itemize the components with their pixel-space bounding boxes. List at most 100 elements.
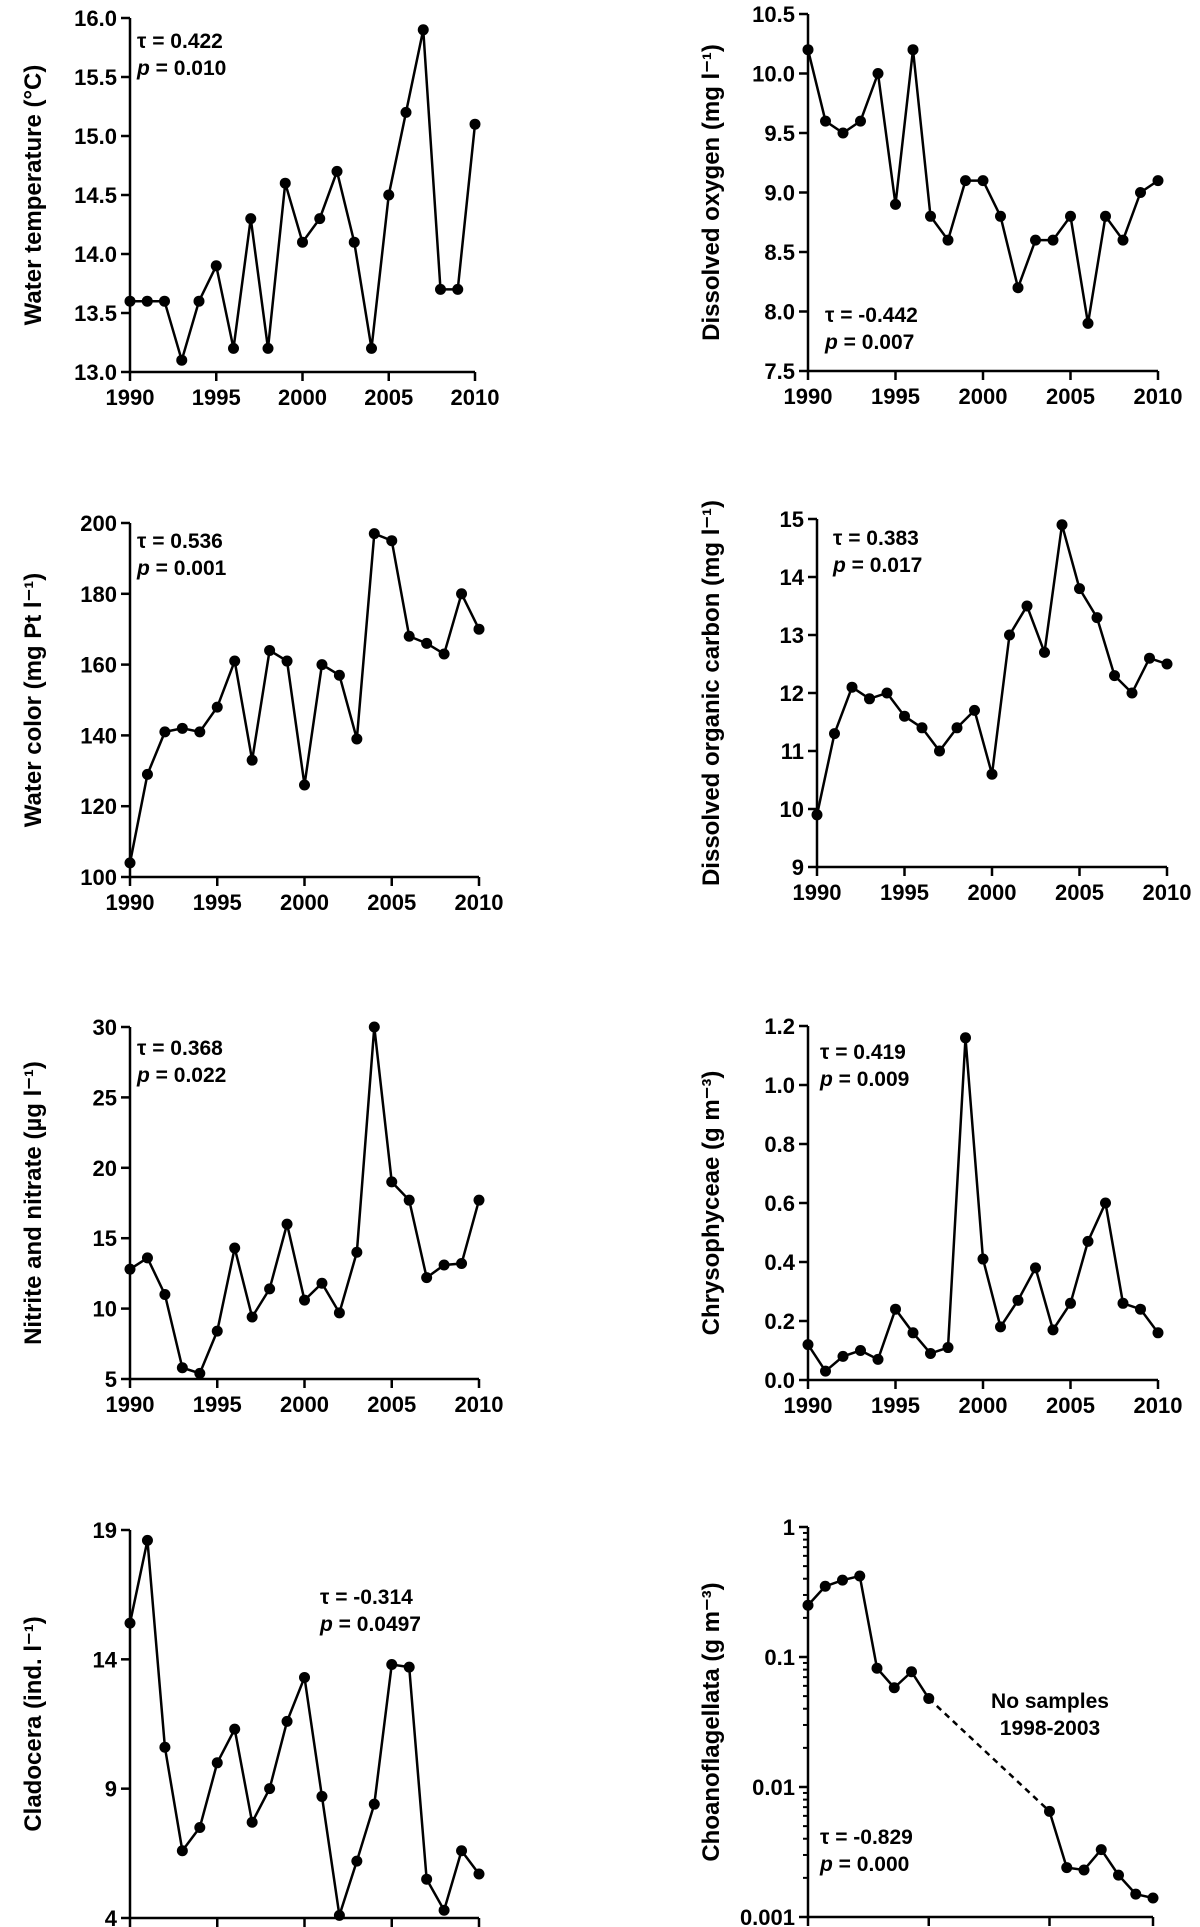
data-point — [1030, 234, 1041, 246]
data-point — [141, 1534, 153, 1546]
x-tick-label: 2005 — [1046, 384, 1095, 409]
data-point — [1056, 519, 1068, 531]
y-tick-label: 12 — [780, 681, 804, 706]
y-tick-label: 0.01 — [752, 1775, 795, 1800]
data-point — [438, 648, 450, 660]
data-point — [333, 669, 345, 681]
data-point — [159, 1741, 171, 1753]
data-point — [366, 342, 377, 354]
chart-panel-7: 49141919901995200020052010Cladocera (ind… — [20, 1518, 485, 1927]
y-tick-label: 4 — [105, 1906, 118, 1927]
p-stat: p = 0.009 — [819, 1068, 909, 1091]
data-point — [802, 1339, 814, 1351]
data-point — [1012, 1294, 1024, 1306]
data-point — [977, 175, 989, 187]
x-tick-label: 2000 — [959, 384, 1008, 409]
data-point — [299, 1294, 310, 1306]
y-tick-label: 13.5 — [74, 301, 117, 326]
x-tick-label: 1990 — [784, 384, 833, 409]
y-axis-title: Cladocera (ind. l⁻¹) — [20, 1616, 47, 1831]
data-point — [281, 1715, 293, 1727]
data-point — [1100, 1197, 1111, 1209]
data-point — [1152, 1327, 1164, 1339]
data-point — [176, 1362, 188, 1374]
y-tick-label: 100 — [80, 865, 117, 890]
x-tick-label: 2005 — [367, 1392, 416, 1417]
data-point — [811, 809, 823, 821]
data-point — [421, 1272, 433, 1284]
data-point — [820, 115, 831, 127]
data-point — [176, 354, 188, 366]
data-point — [193, 295, 205, 307]
gap-dashed-line — [927, 1697, 1051, 1813]
data-point — [1117, 1297, 1129, 1309]
data-point — [264, 1783, 276, 1795]
data-point — [925, 1347, 936, 1359]
data-point — [1012, 282, 1024, 294]
data-point — [229, 655, 241, 667]
x-tick-label: 2010 — [455, 890, 504, 915]
y-tick-label: 0.8 — [764, 1132, 795, 1157]
chart-panel-3: 100 120 140 160 180 200 1990 1995 2000 2005 2010 Wa… — [20, 511, 504, 915]
data-point — [888, 1682, 900, 1694]
p-stat: p = 0.001 — [136, 557, 227, 580]
p-value: = 0.022 — [150, 1064, 226, 1087]
data-point — [960, 175, 971, 187]
data-point — [386, 535, 398, 547]
y-tick-label: 9 — [792, 855, 804, 880]
data-point — [386, 1176, 398, 1188]
data-point — [403, 1661, 415, 1673]
tau-stat: τ = -0.442 — [825, 304, 918, 327]
data-point — [1065, 210, 1076, 222]
y-tick-label: 8.0 — [764, 300, 795, 325]
y-tick-label: 0.1 — [764, 1645, 795, 1670]
data-point — [456, 1258, 468, 1270]
x-tick-label: 2000 — [968, 880, 1017, 905]
data-point — [211, 1325, 223, 1337]
y-tick-label: 16.0 — [74, 6, 117, 31]
y-tick-label: 140 — [80, 723, 117, 748]
tau-stat: τ = 0.419 — [820, 1041, 906, 1064]
data-point — [417, 24, 429, 36]
p-symbol: p — [819, 1068, 833, 1091]
data-point — [890, 1303, 901, 1315]
data-point — [124, 1617, 136, 1629]
x-tick-label: 1995 — [871, 1393, 920, 1418]
p-symbol: p — [824, 331, 838, 354]
y-tick-label: 5 — [105, 1367, 117, 1392]
p-symbol: p — [136, 57, 150, 80]
data-point — [872, 1353, 884, 1365]
y-tick-label: 8.5 — [764, 240, 795, 265]
y-tick-label: 19 — [93, 1518, 117, 1543]
data-point — [246, 1816, 258, 1828]
data-point — [246, 754, 258, 766]
p-symbol: p — [136, 1064, 150, 1087]
y-tick-label: 0.0 — [764, 1368, 795, 1393]
y-tick-label: 7.5 — [764, 359, 795, 384]
data-point — [229, 1242, 241, 1254]
data-point — [473, 1194, 485, 1206]
data-point — [846, 681, 858, 693]
data-point — [473, 623, 485, 635]
data-point — [262, 342, 274, 354]
y-tick-label: 14 — [780, 565, 805, 590]
y-tick-label: 14 — [93, 1647, 118, 1672]
p-value: = 0.017 — [846, 554, 922, 577]
y-tick-label: 30 — [93, 1015, 117, 1040]
y-axis-title: Dissolved oxygen (mg l⁻¹) — [698, 44, 725, 341]
y-tick-label: 10 — [780, 797, 804, 822]
y-tick-label: 10 — [93, 1297, 117, 1322]
p-value: = 0.001 — [150, 557, 227, 580]
y-tick-label: 200 — [80, 511, 117, 536]
data-point — [837, 1350, 849, 1362]
data-point — [1082, 317, 1094, 329]
series-line — [128, 531, 481, 864]
data-point — [837, 1574, 848, 1586]
data-point — [942, 1342, 954, 1354]
data-point — [456, 1845, 468, 1857]
data-point — [1135, 1303, 1146, 1315]
no-samples-note: No samples — [991, 1690, 1109, 1713]
data-point — [1147, 1892, 1159, 1904]
data-point — [872, 68, 884, 79]
data-point — [960, 1032, 971, 1044]
